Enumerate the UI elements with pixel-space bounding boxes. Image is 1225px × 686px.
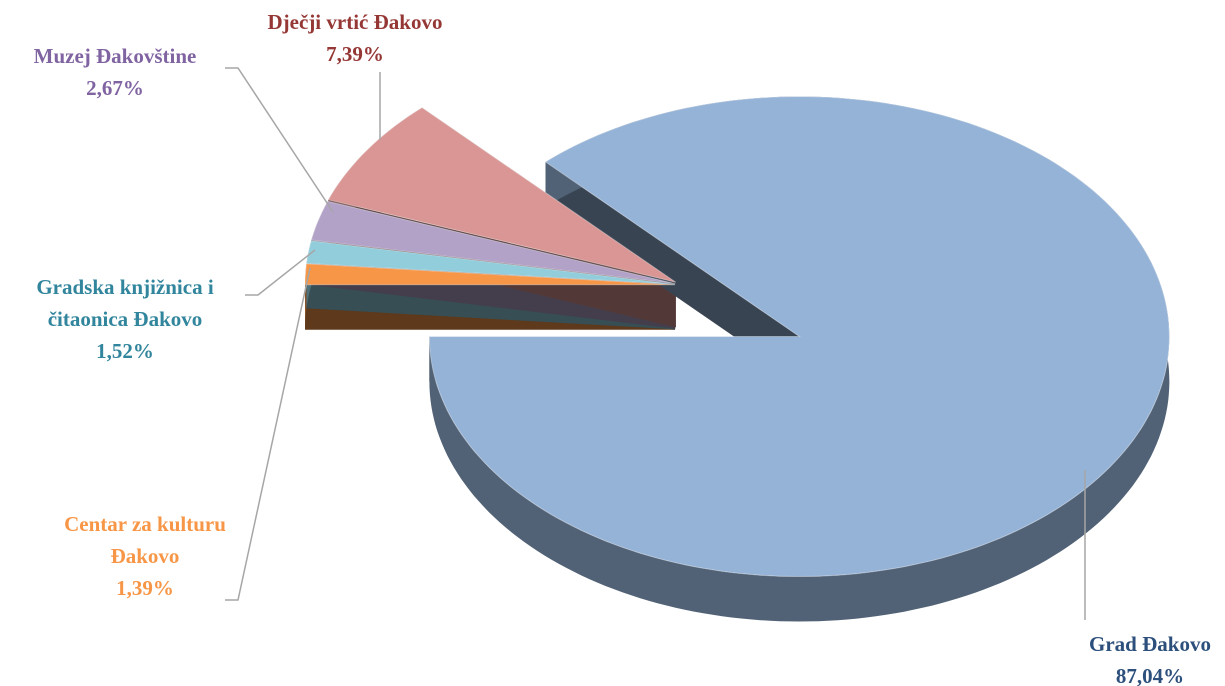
category-label: Muzej Đakovštine [33,44,197,68]
leader-line [225,67,334,213]
slice [304,263,676,286]
leader-lines [225,67,1086,620]
category-label: Gradska knjižnica i čitaonica Đakovo [36,275,214,331]
leader-line [245,249,316,296]
slice [310,200,676,285]
slice [428,95,1170,578]
slice [305,240,676,285]
value-label: 1,39% [116,576,174,600]
value-label: 2,67% [86,76,144,100]
label: Centar za kulturu Đakovo 1,39% [30,508,260,604]
leader-line [225,267,311,601]
value-label: 87,04% [1115,664,1185,686]
slice [327,107,677,283]
label: Muzej Đakovštine 2,67% [5,40,225,104]
label: Gradska knjižnica i čitaonica Đakovo 1,52… [5,271,245,367]
value-label: 7,39% [326,42,384,66]
category-label: Grad Đakovo [1089,632,1211,656]
value-label: 1,52% [96,339,154,363]
slices [304,95,1170,622]
label: Grad Đakovo 87,04% [1060,628,1225,686]
category-label: Centar za kulturu Đakovo [64,512,226,568]
slice-side [545,161,800,382]
label: Dječji vrtić Đakovo 7,39% [230,6,480,70]
category-label: Dječji vrtić Đakovo [267,10,443,34]
